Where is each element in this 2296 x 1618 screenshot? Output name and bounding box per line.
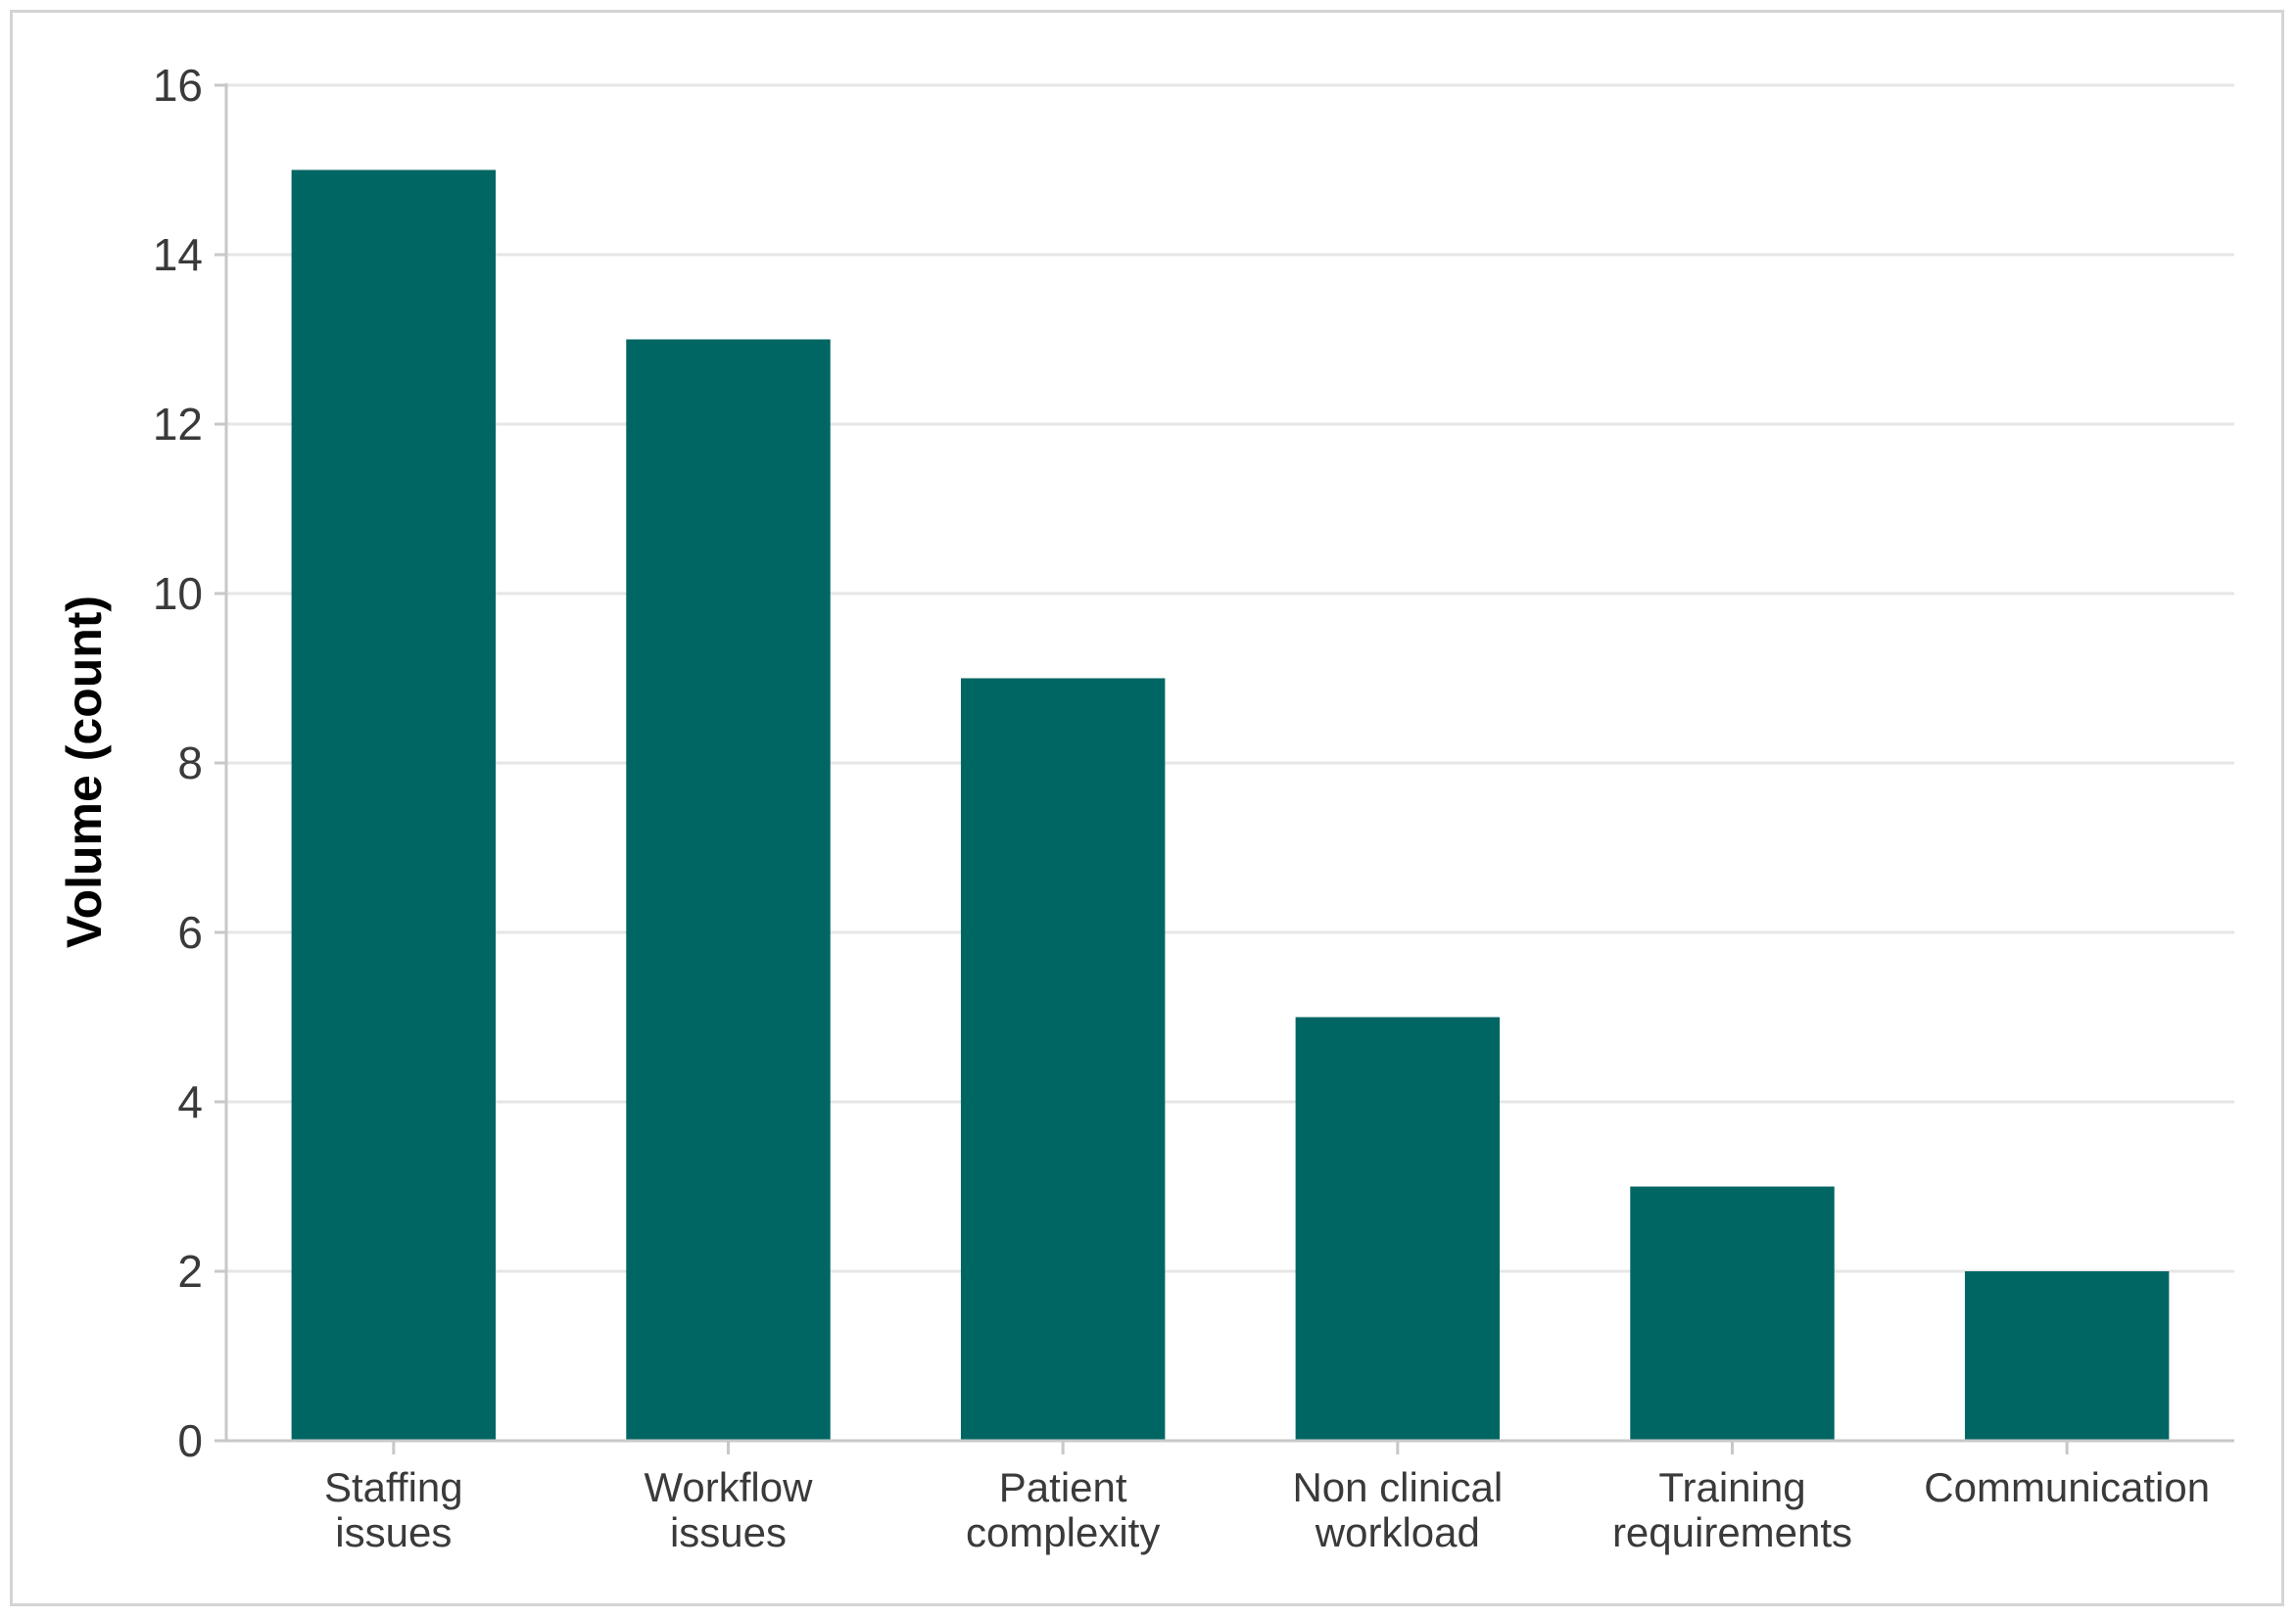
- axes: [215, 83, 2234, 1454]
- bar: [1964, 1271, 2170, 1441]
- x-tick-label: Workflow issues: [645, 1464, 814, 1555]
- bar: [626, 339, 831, 1441]
- y-tick-label: 2: [177, 1246, 203, 1297]
- x-tick-label: Non clinical workload: [1292, 1464, 1503, 1555]
- chart-frame: 0 2 4 6 8 10 12 14 16 Staffing issues Workflow issu…: [10, 10, 2284, 1606]
- x-tick-label: Patient complexity: [966, 1464, 1160, 1555]
- bar: [1630, 1186, 1835, 1441]
- bar: [1295, 1017, 1501, 1441]
- y-axis-label: Volume (count): [57, 595, 112, 948]
- y-tick-label: 8: [177, 738, 203, 788]
- y-tick-labels: 0 2 4 6 8 10 12 14 16: [153, 60, 203, 1466]
- x-tick-label: Communication: [1924, 1464, 2210, 1510]
- bar-chart: 0 2 4 6 8 10 12 14 16 Staffing issues Workflow issu…: [57, 60, 2234, 1555]
- y-tick-label: 12: [153, 399, 203, 450]
- gridlines: [226, 83, 2234, 1273]
- x-tick-labels: Staffing issues Workflow issues Patient compl…: [324, 1464, 2210, 1555]
- y-tick-label: 16: [153, 60, 203, 111]
- y-tick-label: 4: [177, 1076, 203, 1127]
- bar: [960, 678, 1166, 1441]
- y-tick-label: 0: [177, 1415, 203, 1466]
- y-tick-label: 10: [153, 568, 203, 619]
- y-tick-label: 14: [153, 229, 203, 280]
- y-tick-label: 6: [177, 907, 203, 958]
- bar: [291, 169, 497, 1441]
- x-tick-label: Training requirements: [1612, 1464, 1852, 1555]
- x-tick-label: Staffing issues: [324, 1464, 463, 1555]
- bars: [291, 169, 2170, 1441]
